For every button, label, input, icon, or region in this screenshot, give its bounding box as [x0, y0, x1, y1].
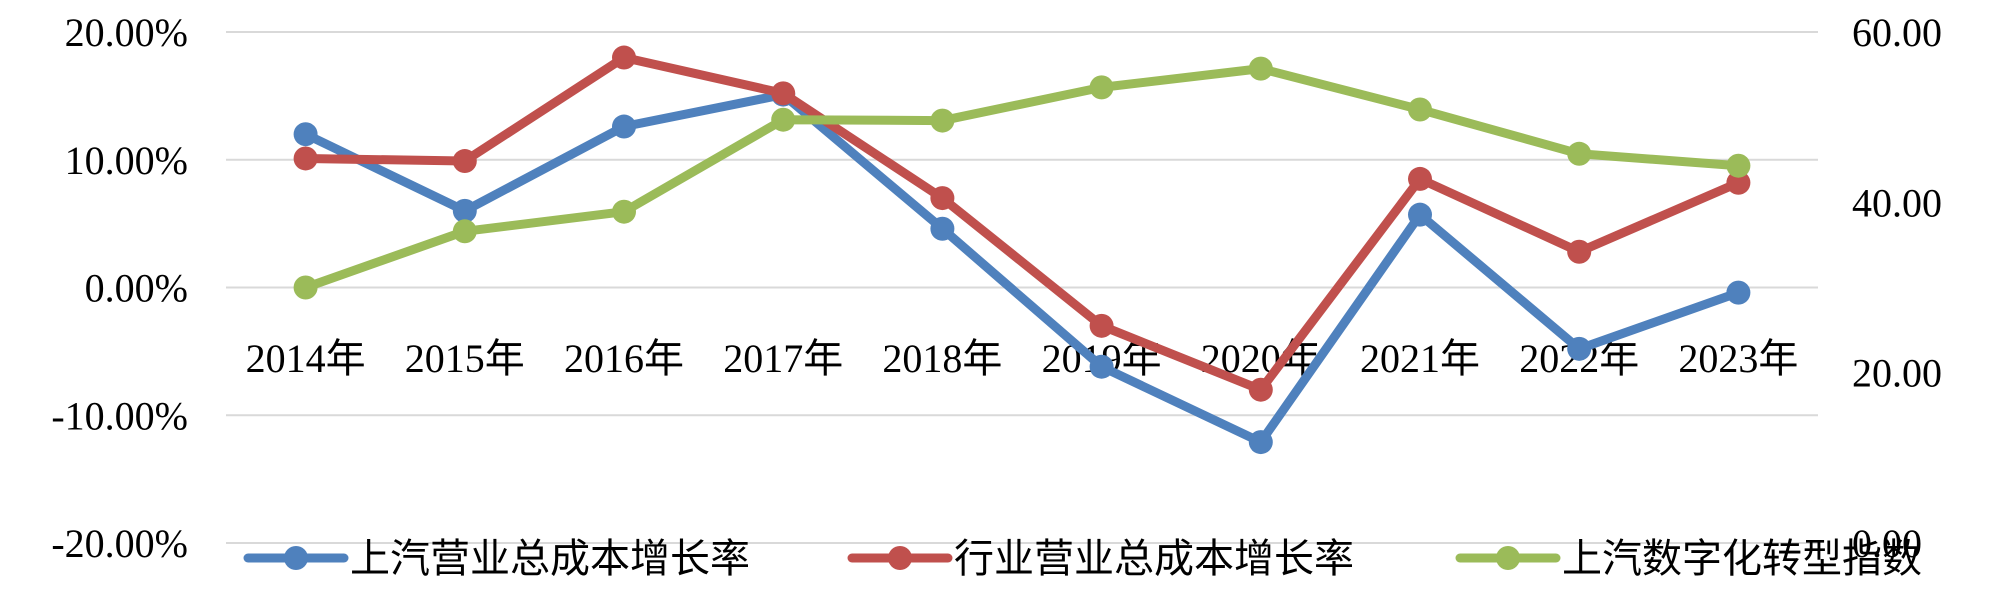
data-point [452, 198, 477, 223]
data-point [1726, 170, 1751, 195]
legend-label: 上汽营业总成本增长率 [350, 536, 750, 582]
legend-item: 行业营业总成本增长率 [847, 536, 1354, 582]
x-axis-tick-label: 2015年 [405, 336, 525, 381]
data-point [771, 107, 796, 132]
right-axis-ticks: 60.00 40.00 20.00 0.00 [1852, 10, 1942, 566]
legend-item: 上汽营业总成本增长率 [243, 536, 750, 582]
data-point [1408, 202, 1432, 227]
left-axis-tick-label: 20.00% [65, 10, 188, 55]
data-point [452, 149, 477, 174]
x-axis-tick-label: 2018年 [882, 336, 1002, 381]
series-layer [293, 45, 1751, 455]
data-point [293, 122, 318, 147]
data-point [1726, 153, 1751, 178]
data-point [771, 81, 796, 106]
left-axis-tick-label: -10.00% [51, 393, 188, 438]
x-axis-tick-label: 2014年 [246, 336, 366, 381]
data-point [1567, 141, 1592, 166]
gridlines [226, 31, 1818, 544]
series-3 [293, 56, 1751, 300]
data-point [452, 219, 477, 244]
x-axis-tick-label: 2017年 [723, 336, 843, 381]
right-axis-tick-label: 60.00 [1852, 10, 1942, 55]
data-point [1567, 239, 1592, 264]
data-point [1248, 377, 1273, 402]
legend-label: 上汽数字化转型指数 [1562, 536, 1922, 582]
series-line [301, 53, 1743, 395]
data-point [1408, 166, 1432, 191]
data-point [1248, 430, 1273, 455]
data-point [612, 199, 636, 224]
data-point [293, 146, 318, 171]
data-point [930, 108, 955, 133]
data-point [1089, 313, 1114, 338]
left-axis-tick-label: 10.00% [65, 138, 188, 183]
data-point [612, 45, 636, 70]
right-axis-tick-label: 20.00 [1852, 351, 1942, 396]
data-point [930, 186, 955, 211]
data-point [1726, 280, 1751, 305]
data-point [293, 275, 318, 300]
x-axis-tick-label: 2021年 [1360, 336, 1480, 381]
series-line [301, 64, 1743, 292]
left-axis-tick-label: 0.00% [85, 266, 188, 311]
legend-swatch-marker [888, 546, 912, 570]
left-axis-tick-label: -20.00% [51, 521, 188, 566]
data-point [1408, 97, 1432, 122]
data-point [1089, 75, 1114, 100]
data-point [612, 114, 636, 139]
x-axis-tick-label: 2016年 [564, 336, 684, 381]
legend-item: 上汽数字化转型指数 [1455, 536, 1922, 582]
right-axis-tick-label: 40.00 [1852, 180, 1942, 225]
data-point [1567, 336, 1592, 361]
legend: 上汽营业总成本增长率 行业营业总成本增长率 上汽数字化转型指数 [243, 536, 1922, 582]
series-line [301, 90, 1743, 447]
legend-label: 行业营业总成本增长率 [954, 536, 1354, 582]
data-point [930, 216, 955, 241]
legend-swatch-marker [1496, 546, 1520, 570]
data-point [1248, 56, 1273, 81]
series-2 [293, 45, 1751, 402]
right-axis-tick-label: 0.00 [1852, 521, 1922, 566]
x-axis-tick-label: 2023年 [1678, 336, 1798, 381]
data-point [1089, 354, 1114, 379]
legend-swatch-marker [284, 546, 308, 570]
left-axis-ticks: 20.00% 10.00% 0.00% -10.00% -20.00% [51, 10, 188, 566]
